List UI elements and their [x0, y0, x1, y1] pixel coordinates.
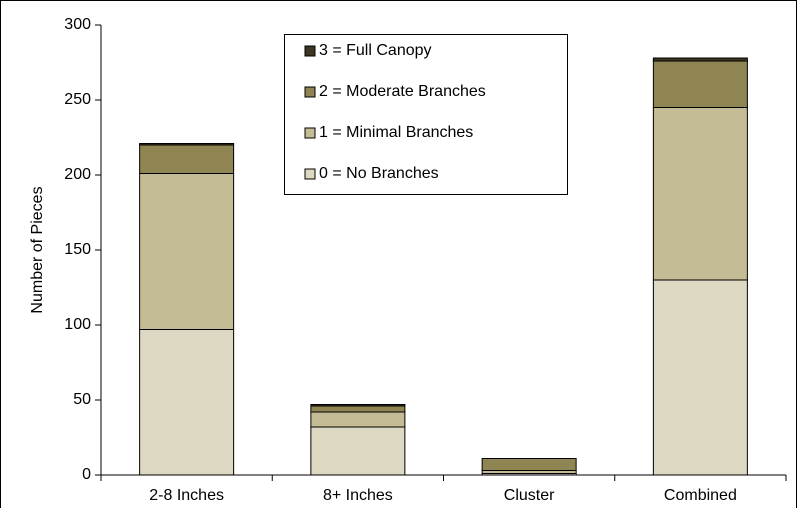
- y-axis-label: Number of Pieces: [29, 186, 46, 313]
- bar-segment: [481, 458, 577, 471]
- bar-segment: [310, 411, 406, 428]
- x-tick-label: 2-8 Inches: [149, 487, 224, 504]
- bar-segment: [310, 404, 406, 407]
- legend-swatch: [304, 127, 316, 139]
- y-tick-label: 0: [82, 466, 91, 483]
- legend-label: 1 = Minimal Branches: [319, 124, 473, 141]
- legend-label: 3 = Full Canopy: [319, 42, 432, 59]
- bar-segment: [652, 107, 748, 281]
- legend-label: 2 = Moderate Branches: [319, 83, 486, 100]
- legend-swatch: [304, 45, 316, 57]
- y-tick-label: 100: [64, 316, 91, 333]
- bar-segment: [652, 60, 748, 108]
- bar-segment: [139, 143, 235, 146]
- bar-segment: [139, 144, 235, 174]
- y-tick-label: 300: [64, 16, 91, 33]
- x-tick-label: 8+ Inches: [323, 487, 393, 504]
- y-tick-label: 200: [64, 166, 91, 183]
- legend-swatch: [304, 86, 316, 98]
- bar-segment: [139, 329, 235, 476]
- legend-label: 0 = No Branches: [319, 165, 439, 182]
- bar-segment: [652, 57, 748, 62]
- y-tick-label: 150: [64, 241, 91, 258]
- y-tick-label: 50: [73, 391, 91, 408]
- legend-box: [284, 34, 568, 195]
- bar-segment: [652, 279, 748, 476]
- legend-swatch: [304, 168, 316, 180]
- x-tick-label: Cluster: [504, 487, 555, 504]
- x-tick-label: Combined: [664, 487, 737, 504]
- bar-segment: [310, 405, 406, 413]
- bar-segment: [139, 173, 235, 330]
- bar-segment: [310, 426, 406, 476]
- y-tick-label: 250: [64, 91, 91, 108]
